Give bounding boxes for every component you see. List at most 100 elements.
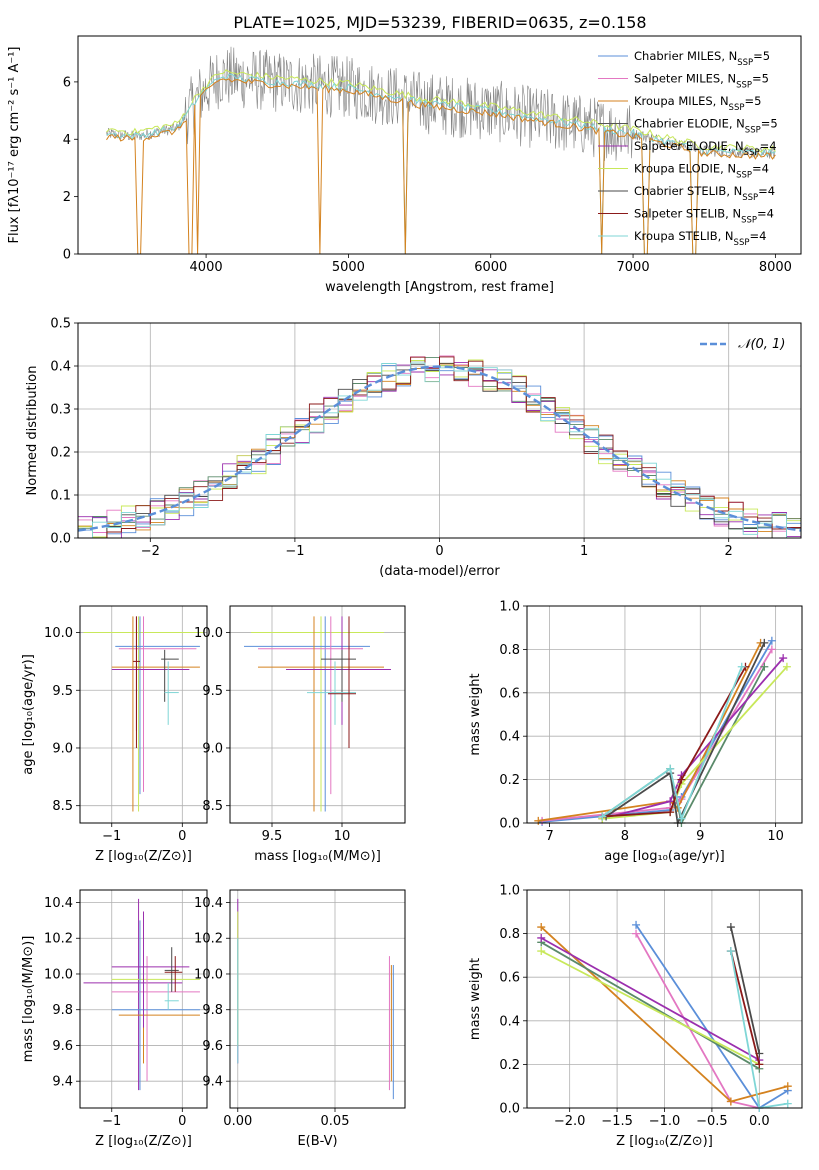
x-tick-label: 0	[178, 1114, 186, 1129]
legend-tail: =4	[752, 162, 769, 176]
y-tick-label: 0.4	[499, 730, 520, 745]
x-axis-label: (data-model)/error	[379, 564, 500, 579]
y-tick-label: 9.0	[202, 741, 223, 756]
y-tick-label: 10.4	[44, 896, 73, 911]
y-tick-label: 0.5	[50, 317, 71, 332]
y-tick-label: 10.0	[194, 967, 223, 982]
x-tick-label: 10	[334, 829, 351, 844]
x-tick-label: −0.5	[696, 1114, 728, 1129]
weight-point	[598, 812, 607, 821]
weight-point	[779, 654, 788, 663]
x-tick-label: −1.5	[601, 1114, 633, 1129]
legend-tail: =4	[749, 229, 766, 243]
y-tick-label: 9.6	[202, 1039, 223, 1054]
y-tick-label: 0.0	[499, 1102, 520, 1117]
histogram-step	[78, 362, 801, 538]
weight-point	[537, 933, 546, 942]
y-tick-label: 9.5	[202, 684, 223, 699]
y-tick-label: 0.8	[499, 927, 520, 942]
x-tick-label: −1	[102, 829, 121, 844]
normal-curve	[77, 365, 802, 532]
legend-subscript: SSP	[729, 103, 745, 113]
age_vs_Z-panel: −1 0 8.5 9.0 9.5 10.0 Z [log₁₀(Z/Z⊙)] age [log₁…	[21, 605, 208, 864]
x-tick-label: 7000	[617, 260, 650, 275]
weight-series-line	[540, 937, 760, 1061]
y-tick-label: 0.4	[499, 1014, 520, 1029]
weight-point	[632, 929, 641, 938]
x-tick-label: 0.00	[223, 1114, 252, 1129]
axes-frame	[229, 605, 406, 824]
y-tick-label: 0.1	[50, 489, 71, 504]
x-tick-label: 0.0	[749, 1114, 770, 1129]
y-tick-label: 0.6	[499, 686, 520, 701]
y-tick-label: 9.8	[52, 1003, 73, 1018]
x-tick-label: 0.05	[321, 1114, 350, 1129]
axes-frame	[79, 889, 208, 1109]
weight-point	[737, 662, 746, 671]
y-tick-label: 1.0	[499, 884, 520, 899]
mass_vs_ebv-panel: 0.00 0.05 9.4 9.6 9.8 10.0 10.2 10.4 E(B-V)	[194, 889, 406, 1149]
legend-tail: =5	[761, 117, 778, 131]
x-axis-label: E(B-V)	[297, 1134, 337, 1149]
weight-point	[677, 775, 686, 784]
weight-point	[726, 923, 735, 932]
x-tick-label: 1	[580, 544, 588, 559]
axes-frame	[526, 889, 803, 1109]
x-tick-label: −1	[285, 544, 304, 559]
legend-tail: =5	[744, 94, 761, 108]
y-axis-label: age [log₁₀(age/yr)]	[21, 654, 36, 775]
x-axis-label: Z [log₁₀(Z/Z⊙)]	[95, 1134, 192, 1149]
x-axis-label: wavelength [Angstrom, rest frame]	[325, 280, 554, 295]
axes-frame	[77, 35, 802, 255]
weight-point	[666, 797, 675, 806]
weight-point	[760, 662, 769, 671]
legend-subscript: SSP	[734, 238, 750, 248]
y-tick-label: 0	[63, 248, 71, 263]
y-tick-label: 10.0	[194, 626, 223, 641]
axes-frame	[526, 605, 803, 824]
x-axis-label: age [log₁₀(age/yr)]	[604, 849, 725, 864]
chart-title: PLATE=1025, MJD=53239, FIBERID=0635, z=0…	[233, 13, 646, 32]
weight-point	[783, 1082, 792, 1091]
y-tick-label: 8.5	[202, 799, 223, 814]
y-tick-label: 9.8	[202, 1003, 223, 1018]
x-tick-label: 2	[725, 544, 733, 559]
legend-tail: =4	[757, 207, 774, 221]
y-axis-label: Normed distribution	[25, 366, 40, 496]
legend-subscript: SSP	[741, 216, 757, 226]
y-tick-label: 9.0	[52, 741, 73, 756]
y-tick-label: 0.2	[499, 773, 520, 788]
weight-point	[632, 920, 641, 929]
legend-subscript: SSP	[744, 148, 760, 158]
y-axis-label: mass weight	[468, 958, 483, 1040]
x-tick-label: 5000	[332, 260, 365, 275]
weight-point	[782, 662, 791, 671]
weight-series-line	[540, 941, 760, 1070]
x-tick-label: 8000	[759, 260, 792, 275]
y-axis-label: mass weight	[468, 673, 483, 755]
y-axis-label: mass [log₁₀(M/M⊙)]	[21, 936, 36, 1063]
legend-subscript: SSP	[736, 81, 752, 91]
y-tick-label: 0.6	[499, 971, 520, 986]
y-tick-label: 9.4	[52, 1075, 73, 1090]
x-tick-label: 10	[767, 829, 784, 844]
x-tick-label: 9	[696, 829, 704, 844]
y-tick-label: 1.0	[499, 600, 520, 615]
model-spectrum	[106, 69, 776, 153]
weight-point	[760, 638, 769, 647]
y-tick-label: 0.0	[50, 532, 71, 547]
weight-point	[534, 816, 543, 825]
y-tick-label: 6	[63, 75, 71, 90]
x-tick-label: −2.0	[554, 1114, 586, 1129]
y-tick-label: 0.3	[50, 403, 71, 418]
weight-series-line	[601, 666, 743, 822]
weight-point	[726, 1097, 735, 1106]
x-axis-label: Z [log₁₀(Z/Z⊙)]	[95, 849, 192, 864]
y-tick-label: 8.5	[52, 799, 73, 814]
y-tick-label: 10.0	[44, 967, 73, 982]
weight-series-line	[602, 666, 788, 820]
x-tick-label: −1	[102, 1114, 121, 1129]
y-tick-label: 10.2	[44, 932, 73, 947]
mass_vs_Z-panel: −1 0 9.4 9.6 9.8 10.0 10.2 10.4 Z [log₁₀(Z/Z⊙)] m…	[21, 889, 208, 1149]
